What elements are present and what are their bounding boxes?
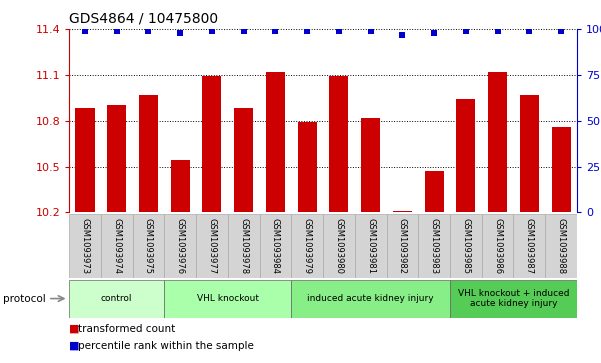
- Bar: [513, 214, 545, 278]
- Text: GSM1093976: GSM1093976: [175, 218, 185, 274]
- Bar: [424, 171, 444, 212]
- Text: GSM1093979: GSM1093979: [303, 218, 312, 274]
- Point: [429, 30, 439, 36]
- Bar: [386, 214, 418, 278]
- Point: [80, 28, 90, 34]
- Bar: [164, 280, 291, 318]
- Text: GSM1093974: GSM1093974: [112, 218, 121, 274]
- Text: GSM1093975: GSM1093975: [144, 218, 153, 274]
- Point: [239, 28, 248, 34]
- Bar: [203, 76, 221, 212]
- Bar: [450, 214, 482, 278]
- Text: induced acute kidney injury: induced acute kidney injury: [307, 294, 434, 303]
- Point: [557, 28, 566, 34]
- Bar: [133, 214, 164, 278]
- Bar: [76, 109, 94, 212]
- Text: protocol: protocol: [3, 294, 46, 303]
- Text: VHL knockout: VHL knockout: [197, 294, 259, 303]
- Text: GSM1093983: GSM1093983: [430, 218, 439, 274]
- Text: VHL knockout + induced
acute kidney injury: VHL knockout + induced acute kidney inju…: [458, 289, 569, 308]
- Bar: [139, 95, 158, 212]
- Text: GDS4864 / 10475800: GDS4864 / 10475800: [69, 11, 218, 25]
- Bar: [361, 118, 380, 212]
- Bar: [69, 214, 101, 278]
- Bar: [196, 214, 228, 278]
- Bar: [450, 280, 577, 318]
- Point: [112, 28, 121, 34]
- Bar: [552, 127, 570, 212]
- Bar: [520, 95, 539, 212]
- Point: [207, 28, 217, 34]
- Point: [270, 28, 280, 34]
- Point: [398, 32, 407, 37]
- Text: GSM1093986: GSM1093986: [493, 218, 502, 274]
- Text: GSM1093980: GSM1093980: [334, 218, 343, 274]
- Text: transformed count: transformed count: [78, 323, 175, 334]
- Point: [461, 28, 471, 34]
- Text: GSM1093977: GSM1093977: [207, 218, 216, 274]
- Point: [144, 28, 153, 34]
- Bar: [266, 72, 285, 212]
- Bar: [171, 160, 190, 212]
- Text: GSM1093978: GSM1093978: [239, 218, 248, 274]
- Text: ■: ■: [69, 341, 79, 351]
- Bar: [101, 214, 133, 278]
- Bar: [488, 72, 507, 212]
- Text: ■: ■: [69, 323, 79, 334]
- Bar: [69, 280, 164, 318]
- Point: [175, 30, 185, 36]
- Text: GSM1093982: GSM1093982: [398, 218, 407, 274]
- Bar: [228, 214, 260, 278]
- Text: percentile rank within the sample: percentile rank within the sample: [78, 341, 254, 351]
- Bar: [329, 76, 349, 212]
- Bar: [234, 109, 253, 212]
- Text: GSM1093973: GSM1093973: [81, 218, 90, 274]
- Bar: [355, 214, 386, 278]
- Bar: [291, 214, 323, 278]
- Bar: [164, 214, 196, 278]
- Text: GSM1093988: GSM1093988: [557, 218, 566, 274]
- Bar: [291, 280, 450, 318]
- Bar: [323, 214, 355, 278]
- Text: GSM1093984: GSM1093984: [271, 218, 280, 274]
- Point: [493, 28, 502, 34]
- Bar: [545, 214, 577, 278]
- Bar: [418, 214, 450, 278]
- Text: control: control: [101, 294, 132, 303]
- Text: GSM1093981: GSM1093981: [366, 218, 375, 274]
- Point: [302, 28, 312, 34]
- Bar: [456, 99, 475, 212]
- Bar: [260, 214, 291, 278]
- Bar: [393, 211, 412, 212]
- Point: [334, 28, 344, 34]
- Bar: [482, 214, 513, 278]
- Text: GSM1093987: GSM1093987: [525, 218, 534, 274]
- Bar: [107, 105, 126, 212]
- Bar: [297, 122, 317, 212]
- Text: GSM1093985: GSM1093985: [462, 218, 471, 274]
- Point: [366, 28, 376, 34]
- Point: [525, 28, 534, 34]
